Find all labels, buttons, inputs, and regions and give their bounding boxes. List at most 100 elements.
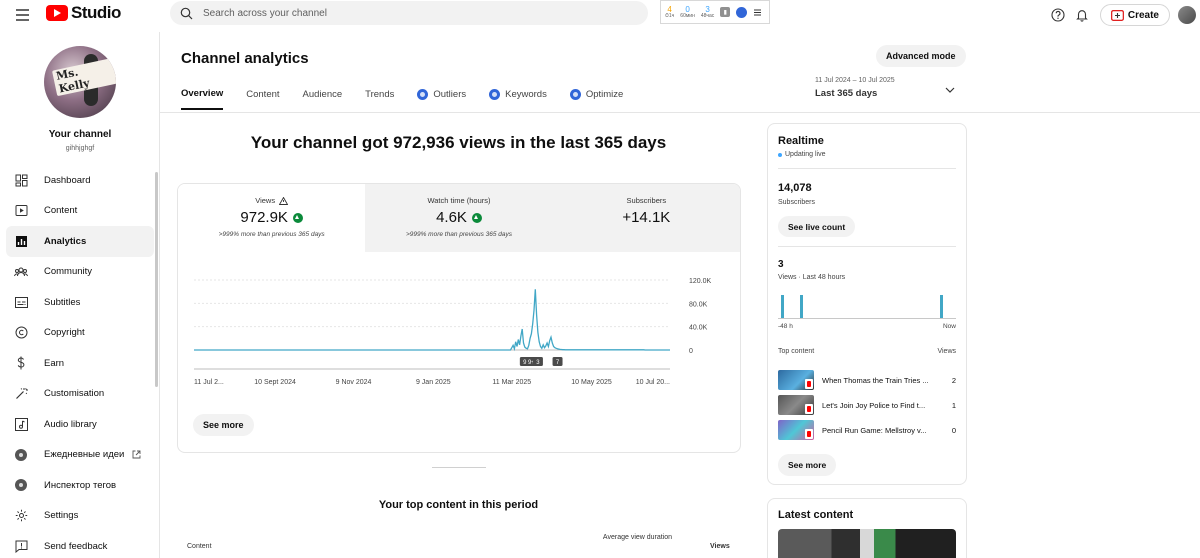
tab-keywords[interactable]: Keywords — [489, 88, 547, 110]
sidebar: Ms. Kelly Your channel gihhjghgf Dashboa… — [0, 32, 160, 558]
tab-optimize[interactable]: Optimize — [569, 88, 624, 110]
realtime-content-row[interactable]: Pencil Run Game: Mellstroy v... 0 — [778, 420, 956, 440]
ext-chart-icon[interactable]: ▮ — [720, 7, 731, 17]
metric-label: Watch time (hours) — [427, 196, 491, 205]
chevron-down-icon[interactable] — [944, 84, 956, 96]
sidebar-item-earn[interactable]: Earn — [6, 348, 154, 379]
tab-outliers[interactable]: Outliers — [417, 88, 466, 110]
realtime-content-row[interactable]: Let's Join Joy Police to Find t... 1 — [778, 395, 956, 415]
subtitles-icon — [14, 295, 28, 309]
search-bar[interactable] — [170, 1, 648, 25]
sidebar-item-analytics[interactable]: Analytics — [6, 226, 154, 257]
warning-icon — [279, 196, 289, 205]
metric-views[interactable]: Views 972.9K >999% more than previous 36… — [178, 184, 366, 252]
sidebar-item-daily-ideas[interactable]: Ежедневные идеи — [6, 440, 154, 471]
see-more-button[interactable]: See more — [193, 414, 254, 436]
column-header-views: Views — [710, 543, 730, 550]
realtime-see-more-button[interactable]: See more — [778, 454, 837, 476]
realtime-divider — [778, 168, 956, 169]
sidebar-label-earn: Earn — [44, 357, 65, 369]
realtime-axis-end: Now — [942, 323, 956, 330]
video-title: Pencil Run Game: Mellstroy v... — [822, 425, 927, 435]
notifications-bell-icon[interactable] — [1070, 3, 1094, 27]
feedback-icon — [14, 539, 28, 553]
search-input[interactable] — [203, 7, 603, 19]
video-title: Let's Join Joy Police to Find t... — [822, 400, 926, 410]
trend-up-icon — [471, 212, 482, 223]
realtime-views-label: Views · Last 48 hours — [778, 274, 846, 281]
realtime-axis-start: -48 h — [778, 323, 793, 330]
create-button[interactable]: Create — [1099, 4, 1170, 26]
advanced-mode-button[interactable]: Advanced mode — [876, 45, 966, 67]
sidebar-item-content[interactable]: Content — [6, 196, 154, 227]
ext-stat-48h: 3 48час — [700, 4, 715, 19]
analytics-icon — [14, 234, 28, 248]
extension-toolbar[interactable]: 4 ⏱1ч 0 60мин 3 48час ▮ — [660, 0, 770, 24]
realtime-top-content-label: Top content — [778, 348, 815, 355]
channel-title: Your channel — [48, 129, 112, 140]
date-range-selector[interactable]: 11 Jul 2024 – 10 Jul 2025 Last 365 days — [815, 77, 895, 99]
sidebar-item-customisation[interactable]: Customisation — [6, 379, 154, 410]
tab-trends[interactable]: Trends — [365, 88, 394, 110]
tab-audience[interactable]: Audience — [303, 88, 343, 110]
tab-label: Optimize — [585, 89, 624, 100]
metric-value: 972.9K — [240, 209, 288, 226]
section-divider — [432, 467, 486, 468]
account-avatar[interactable] — [1178, 6, 1196, 24]
sidebar-item-audio-library[interactable]: Audio library — [6, 409, 154, 440]
sidebar-item-subtitles[interactable]: Subtitles — [6, 287, 154, 318]
chart-annotation-label: 3 — [536, 360, 540, 366]
sidebar-item-community[interactable]: Community — [6, 257, 154, 288]
sidebar-item-tag-inspector[interactable]: Инспектор тегов — [6, 470, 154, 501]
latest-video-thumbnail[interactable] — [778, 529, 956, 558]
sidebar-nav: Dashboard Content Analytics Community Su… — [6, 165, 154, 558]
chart-annotation-label: 9+ — [528, 360, 535, 366]
tab-overview[interactable]: Overview — [181, 88, 224, 110]
trend-up-icon — [292, 212, 303, 223]
shorts-icon — [805, 429, 813, 439]
overview-card: Views 972.9K >999% more than previous 36… — [177, 183, 741, 453]
realtime-divider — [778, 246, 956, 247]
tab-content[interactable]: Content — [246, 88, 279, 110]
sidebar-item-send-feedback[interactable]: Send feedback — [6, 531, 154, 558]
youtube-logo-icon — [46, 5, 68, 21]
metric-compare: >999% more than previous 365 days — [218, 231, 325, 238]
help-icon[interactable] — [1046, 3, 1070, 27]
ext-logo-icon[interactable] — [736, 6, 748, 18]
x-tick-label: 11 Mar 2025 — [492, 379, 531, 386]
chart-annotation-marker — [532, 357, 543, 366]
realtime-card: Realtime Updating live 14,078 Subscriber… — [767, 123, 967, 485]
realtime-bar-chart[interactable] — [778, 289, 956, 319]
settings-icon — [14, 509, 28, 523]
x-tick-label: 10 May 2025 — [571, 379, 612, 386]
realtime-content-row[interactable]: When Thomas the Train Tries ... 2 — [778, 370, 956, 390]
views-chart[interactable]: 120.0K 80.0K 40.0K 0 11 Jul 2... 10 Sept 2024… — [188, 276, 728, 391]
metric-compare: >999% more than previous 365 days — [405, 231, 513, 238]
menu-icon[interactable] — [14, 6, 32, 24]
studio-logo[interactable]: Studio — [46, 3, 121, 23]
ext-stat-1h: 4 ⏱1ч — [665, 4, 675, 19]
sidebar-label-customisation: Customisation — [44, 388, 105, 400]
views-chart-svg: 120.0K 80.0K 40.0K 0 11 Jul 2... 10 Sept 2024… — [194, 278, 712, 386]
y-tick-label: 40.0K — [689, 325, 708, 332]
sidebar-item-copyright[interactable]: Copyright — [6, 318, 154, 349]
sidebar-label-analytics: Analytics — [44, 235, 87, 247]
channel-handle: gihhjghgf — [65, 145, 95, 152]
ext-menu-icon[interactable] — [753, 8, 762, 17]
search-icon — [180, 7, 193, 20]
sidebar-item-dashboard[interactable]: Dashboard — [6, 165, 154, 196]
see-live-count-button[interactable]: See live count — [778, 216, 856, 237]
tab-label: Keywords — [505, 89, 547, 100]
metric-watch-time[interactable]: Watch time (hours) 4.6K >999% more than … — [365, 184, 553, 252]
earn-icon — [14, 356, 28, 370]
extension-icon — [14, 448, 28, 462]
extension-badge-icon — [489, 89, 501, 100]
extension-icon — [14, 478, 28, 492]
audio-library-icon — [14, 417, 28, 431]
channel-avatar[interactable]: Ms. Kelly — [44, 46, 116, 118]
metric-subscribers[interactable]: Subscribers +14.1K — [552, 184, 740, 252]
sidebar-label-daily-ideas: Ежедневные идеи — [44, 449, 125, 461]
sidebar-item-settings[interactable]: Settings — [6, 501, 154, 532]
sidebar-scrollbar[interactable] — [155, 172, 158, 387]
